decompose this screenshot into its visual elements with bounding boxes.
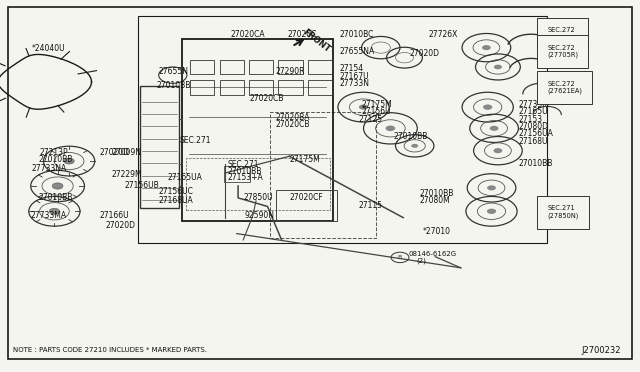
Circle shape — [493, 148, 502, 153]
Text: 27020CB: 27020CB — [275, 120, 310, 129]
Circle shape — [494, 65, 502, 69]
Text: B: B — [398, 255, 402, 260]
Text: 27733NA: 27733NA — [32, 164, 67, 173]
Text: 27010BB: 27010BB — [38, 193, 73, 202]
Bar — [224, 166, 250, 182]
Bar — [249, 60, 273, 74]
Text: 27733MA: 27733MA — [31, 211, 67, 220]
Text: 27655N: 27655N — [159, 67, 189, 76]
Bar — [182, 39, 333, 221]
Text: 08146-6162G: 08146-6162G — [408, 251, 456, 257]
Circle shape — [385, 125, 396, 131]
Text: FRONT: FRONT — [301, 28, 332, 54]
Text: 27020CB: 27020CB — [250, 94, 284, 103]
Text: 27229M: 27229M — [112, 170, 143, 179]
Text: 27020D: 27020D — [410, 49, 440, 58]
Text: 27080M: 27080M — [419, 196, 450, 205]
Bar — [190, 80, 214, 95]
Text: 27166U: 27166U — [99, 211, 129, 220]
Bar — [270, 112, 376, 238]
Text: 27010BB: 27010BB — [38, 155, 73, 164]
Text: (2): (2) — [416, 257, 426, 264]
Text: SEC.272
(27621E): SEC.272 (27621E) — [547, 28, 578, 41]
Text: 27010BB: 27010BB — [419, 189, 454, 198]
Circle shape — [490, 126, 499, 131]
Bar — [138, 16, 547, 243]
Text: *24040U: *24040U — [32, 44, 66, 53]
Circle shape — [52, 183, 63, 189]
Text: 27655NA: 27655NA — [339, 47, 374, 56]
Circle shape — [49, 208, 60, 214]
Text: 27850U: 27850U — [243, 193, 273, 202]
Text: 27156UC: 27156UC — [159, 187, 193, 196]
Text: 27010BB: 27010BB — [518, 159, 553, 168]
Text: J2700232: J2700232 — [581, 346, 621, 355]
Text: SEC.271: SEC.271 — [227, 160, 259, 169]
Text: 27010BB: 27010BB — [227, 167, 262, 176]
Bar — [278, 60, 303, 74]
Text: NOTE : PARTS CODE 27210 INCLUDES * MARKED PARTS.: NOTE : PARTS CODE 27210 INCLUDES * MARKE… — [13, 347, 207, 353]
Text: 27010BB: 27010BB — [394, 132, 428, 141]
Text: 27009N: 27009N — [112, 148, 142, 157]
Text: 27153: 27153 — [518, 115, 543, 124]
Text: 27167U: 27167U — [339, 72, 369, 81]
Text: 27168UA: 27168UA — [159, 196, 193, 205]
Text: 27153+A: 27153+A — [227, 173, 263, 182]
Text: 27156U: 27156U — [362, 107, 391, 116]
Text: 27175M: 27175M — [362, 100, 392, 109]
Circle shape — [359, 105, 368, 110]
Bar — [190, 60, 214, 74]
Text: 27020D: 27020D — [99, 148, 129, 157]
Text: 27165U: 27165U — [518, 107, 548, 116]
Text: 27156UA: 27156UA — [518, 129, 553, 138]
Text: SEC.271
(27850N): SEC.271 (27850N) — [547, 205, 579, 219]
Text: 27020C: 27020C — [288, 30, 317, 39]
Circle shape — [483, 105, 492, 110]
Text: 27020CF: 27020CF — [289, 193, 323, 202]
Bar — [308, 60, 332, 74]
Text: 27290R: 27290R — [275, 67, 305, 76]
Text: 27165UA: 27165UA — [168, 173, 202, 182]
Bar — [220, 80, 244, 95]
Text: 92590N: 92590N — [244, 211, 275, 219]
Text: 27020BA: 27020BA — [275, 113, 310, 122]
Text: 27080D: 27080D — [518, 122, 548, 131]
Text: 27010BC: 27010BC — [339, 30, 374, 39]
Text: 27115: 27115 — [358, 201, 383, 210]
Text: 27154: 27154 — [339, 64, 364, 73]
Circle shape — [64, 158, 74, 164]
Circle shape — [482, 45, 491, 50]
Text: SEC.272
(27621EA): SEC.272 (27621EA) — [547, 81, 582, 94]
Text: 27010BB: 27010BB — [157, 81, 191, 90]
Text: 27020CA: 27020CA — [230, 30, 265, 39]
Text: 27156UB: 27156UB — [125, 181, 159, 190]
Text: 27175M: 27175M — [289, 155, 320, 164]
Bar — [186, 158, 330, 210]
Text: SEC.272
(27705R): SEC.272 (27705R) — [547, 45, 579, 58]
Circle shape — [412, 144, 418, 148]
Text: 27020D: 27020D — [106, 221, 136, 230]
Text: SEC.271: SEC.271 — [179, 136, 211, 145]
Bar — [249, 80, 273, 95]
Text: *27010: *27010 — [422, 227, 451, 236]
Text: 27168U: 27168U — [518, 137, 548, 146]
Circle shape — [487, 185, 496, 190]
Text: 27213P: 27213P — [40, 148, 68, 157]
Text: 27733N: 27733N — [339, 79, 369, 88]
Bar — [278, 80, 303, 95]
Bar — [276, 190, 337, 221]
Text: 27125: 27125 — [358, 115, 383, 124]
Bar — [220, 60, 244, 74]
Text: 27733M: 27733M — [518, 100, 549, 109]
Text: 27726X: 27726X — [429, 30, 458, 39]
Circle shape — [487, 209, 496, 214]
Bar — [140, 86, 179, 208]
Bar — [308, 80, 332, 95]
